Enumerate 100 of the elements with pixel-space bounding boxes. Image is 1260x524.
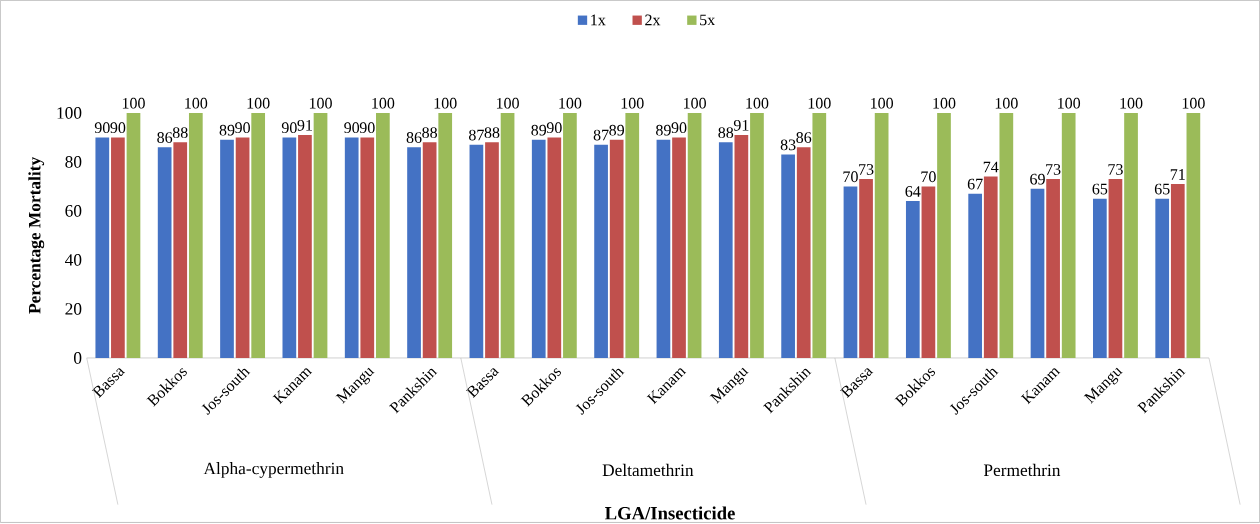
bar: [220, 139, 234, 358]
y-tick-label: 60: [65, 205, 82, 217]
data-label: 88: [484, 127, 500, 139]
data-label: 100: [309, 97, 332, 109]
bar: [859, 179, 873, 358]
bar: [750, 112, 764, 358]
bar: [812, 112, 827, 358]
bar: [781, 154, 795, 358]
bar: [609, 139, 624, 358]
data-label: 88: [172, 127, 188, 139]
data-label: 69: [1030, 173, 1045, 185]
bar: [1030, 188, 1045, 358]
data-label: 64: [905, 186, 921, 197]
bar: [905, 201, 920, 358]
data-label: 90: [94, 122, 110, 134]
data-label: 70: [921, 171, 936, 183]
data-label: 86: [406, 132, 422, 143]
data-label: 89: [656, 124, 671, 136]
bar: [983, 176, 998, 358]
data-label: 100: [871, 97, 894, 109]
data-label: 100: [559, 97, 582, 109]
x-axis-title: LGA/Insecticide: [604, 506, 735, 520]
bar: [656, 139, 671, 358]
data-label: 86: [157, 132, 173, 143]
bar: [718, 142, 733, 358]
bar: [1124, 112, 1138, 358]
bar: [469, 144, 484, 358]
data-label: 90: [359, 122, 375, 134]
bar: [796, 147, 811, 358]
bar: [547, 137, 562, 358]
bar: [625, 112, 640, 358]
data-label: 65: [1092, 183, 1108, 195]
data-label: 73: [1108, 164, 1123, 175]
y-tick-label: 20: [65, 303, 82, 315]
data-label: 73: [1046, 164, 1061, 175]
bar: [1186, 112, 1201, 358]
data-label: 86: [796, 132, 812, 143]
bar: [594, 144, 608, 358]
bar: [235, 137, 250, 358]
bar: [1155, 198, 1170, 358]
data-label: 87: [468, 129, 484, 141]
bar: [1093, 198, 1107, 358]
y-tick-label: 80: [65, 156, 82, 168]
bar: [422, 142, 437, 358]
data-label: 90: [546, 122, 562, 134]
data-label: 100: [247, 97, 270, 109]
y-tick-label: 40: [65, 254, 82, 266]
data-label: 100: [746, 97, 769, 109]
data-label: 70: [843, 171, 858, 183]
data-label: 89: [219, 124, 235, 136]
data-label: 100: [434, 97, 457, 109]
bar: [687, 112, 702, 358]
bar: [1046, 179, 1060, 358]
bar: [500, 112, 515, 358]
bar: [734, 134, 749, 358]
bar: [1061, 112, 1076, 358]
bar: [937, 112, 951, 358]
legend-label: 5x: [700, 14, 715, 26]
bar: [111, 137, 125, 358]
data-label: 73: [859, 164, 874, 175]
data-label: 90: [235, 122, 250, 134]
y-axis-title: Percentage Mortality: [28, 157, 45, 314]
bar: [95, 137, 110, 358]
data-label: 65: [1154, 183, 1170, 195]
bar: [921, 186, 936, 358]
data-label: 100: [1058, 97, 1081, 109]
data-label: 67: [967, 178, 983, 190]
bar: [531, 139, 546, 358]
text: Alpha-cypermethrin: [203, 462, 344, 478]
data-label: 100: [684, 97, 706, 109]
bar: [313, 112, 328, 358]
data-label: 100: [496, 97, 519, 109]
data-label: 74: [983, 161, 999, 173]
data-label: 89: [609, 124, 625, 136]
data-label: 88: [718, 127, 734, 139]
bar: [407, 147, 421, 358]
data-label: 100: [1182, 97, 1205, 109]
bar: [438, 112, 453, 358]
legend-label: 1x: [591, 14, 606, 26]
bar: [282, 137, 297, 358]
data-label: 90: [344, 122, 360, 134]
bar: [968, 193, 983, 358]
bar: [173, 142, 188, 358]
text: Deltamethrin: [602, 463, 694, 477]
bar: [251, 112, 266, 358]
bar: [1170, 183, 1185, 358]
data-label: 100: [933, 97, 956, 109]
data-label: 71: [1170, 169, 1185, 180]
data-label: 100: [808, 97, 831, 109]
y-tick-label: 100: [57, 107, 82, 119]
data-label: 90: [281, 122, 297, 134]
data-label: 100: [185, 97, 208, 109]
bar: [188, 112, 203, 358]
bar: [126, 112, 141, 358]
bar: [157, 147, 172, 358]
data-label: 87: [593, 129, 609, 141]
data-label: 88: [422, 127, 438, 139]
data-label: 91: [733, 119, 749, 131]
bar: [298, 134, 312, 358]
text: Permethrin: [983, 463, 1061, 477]
